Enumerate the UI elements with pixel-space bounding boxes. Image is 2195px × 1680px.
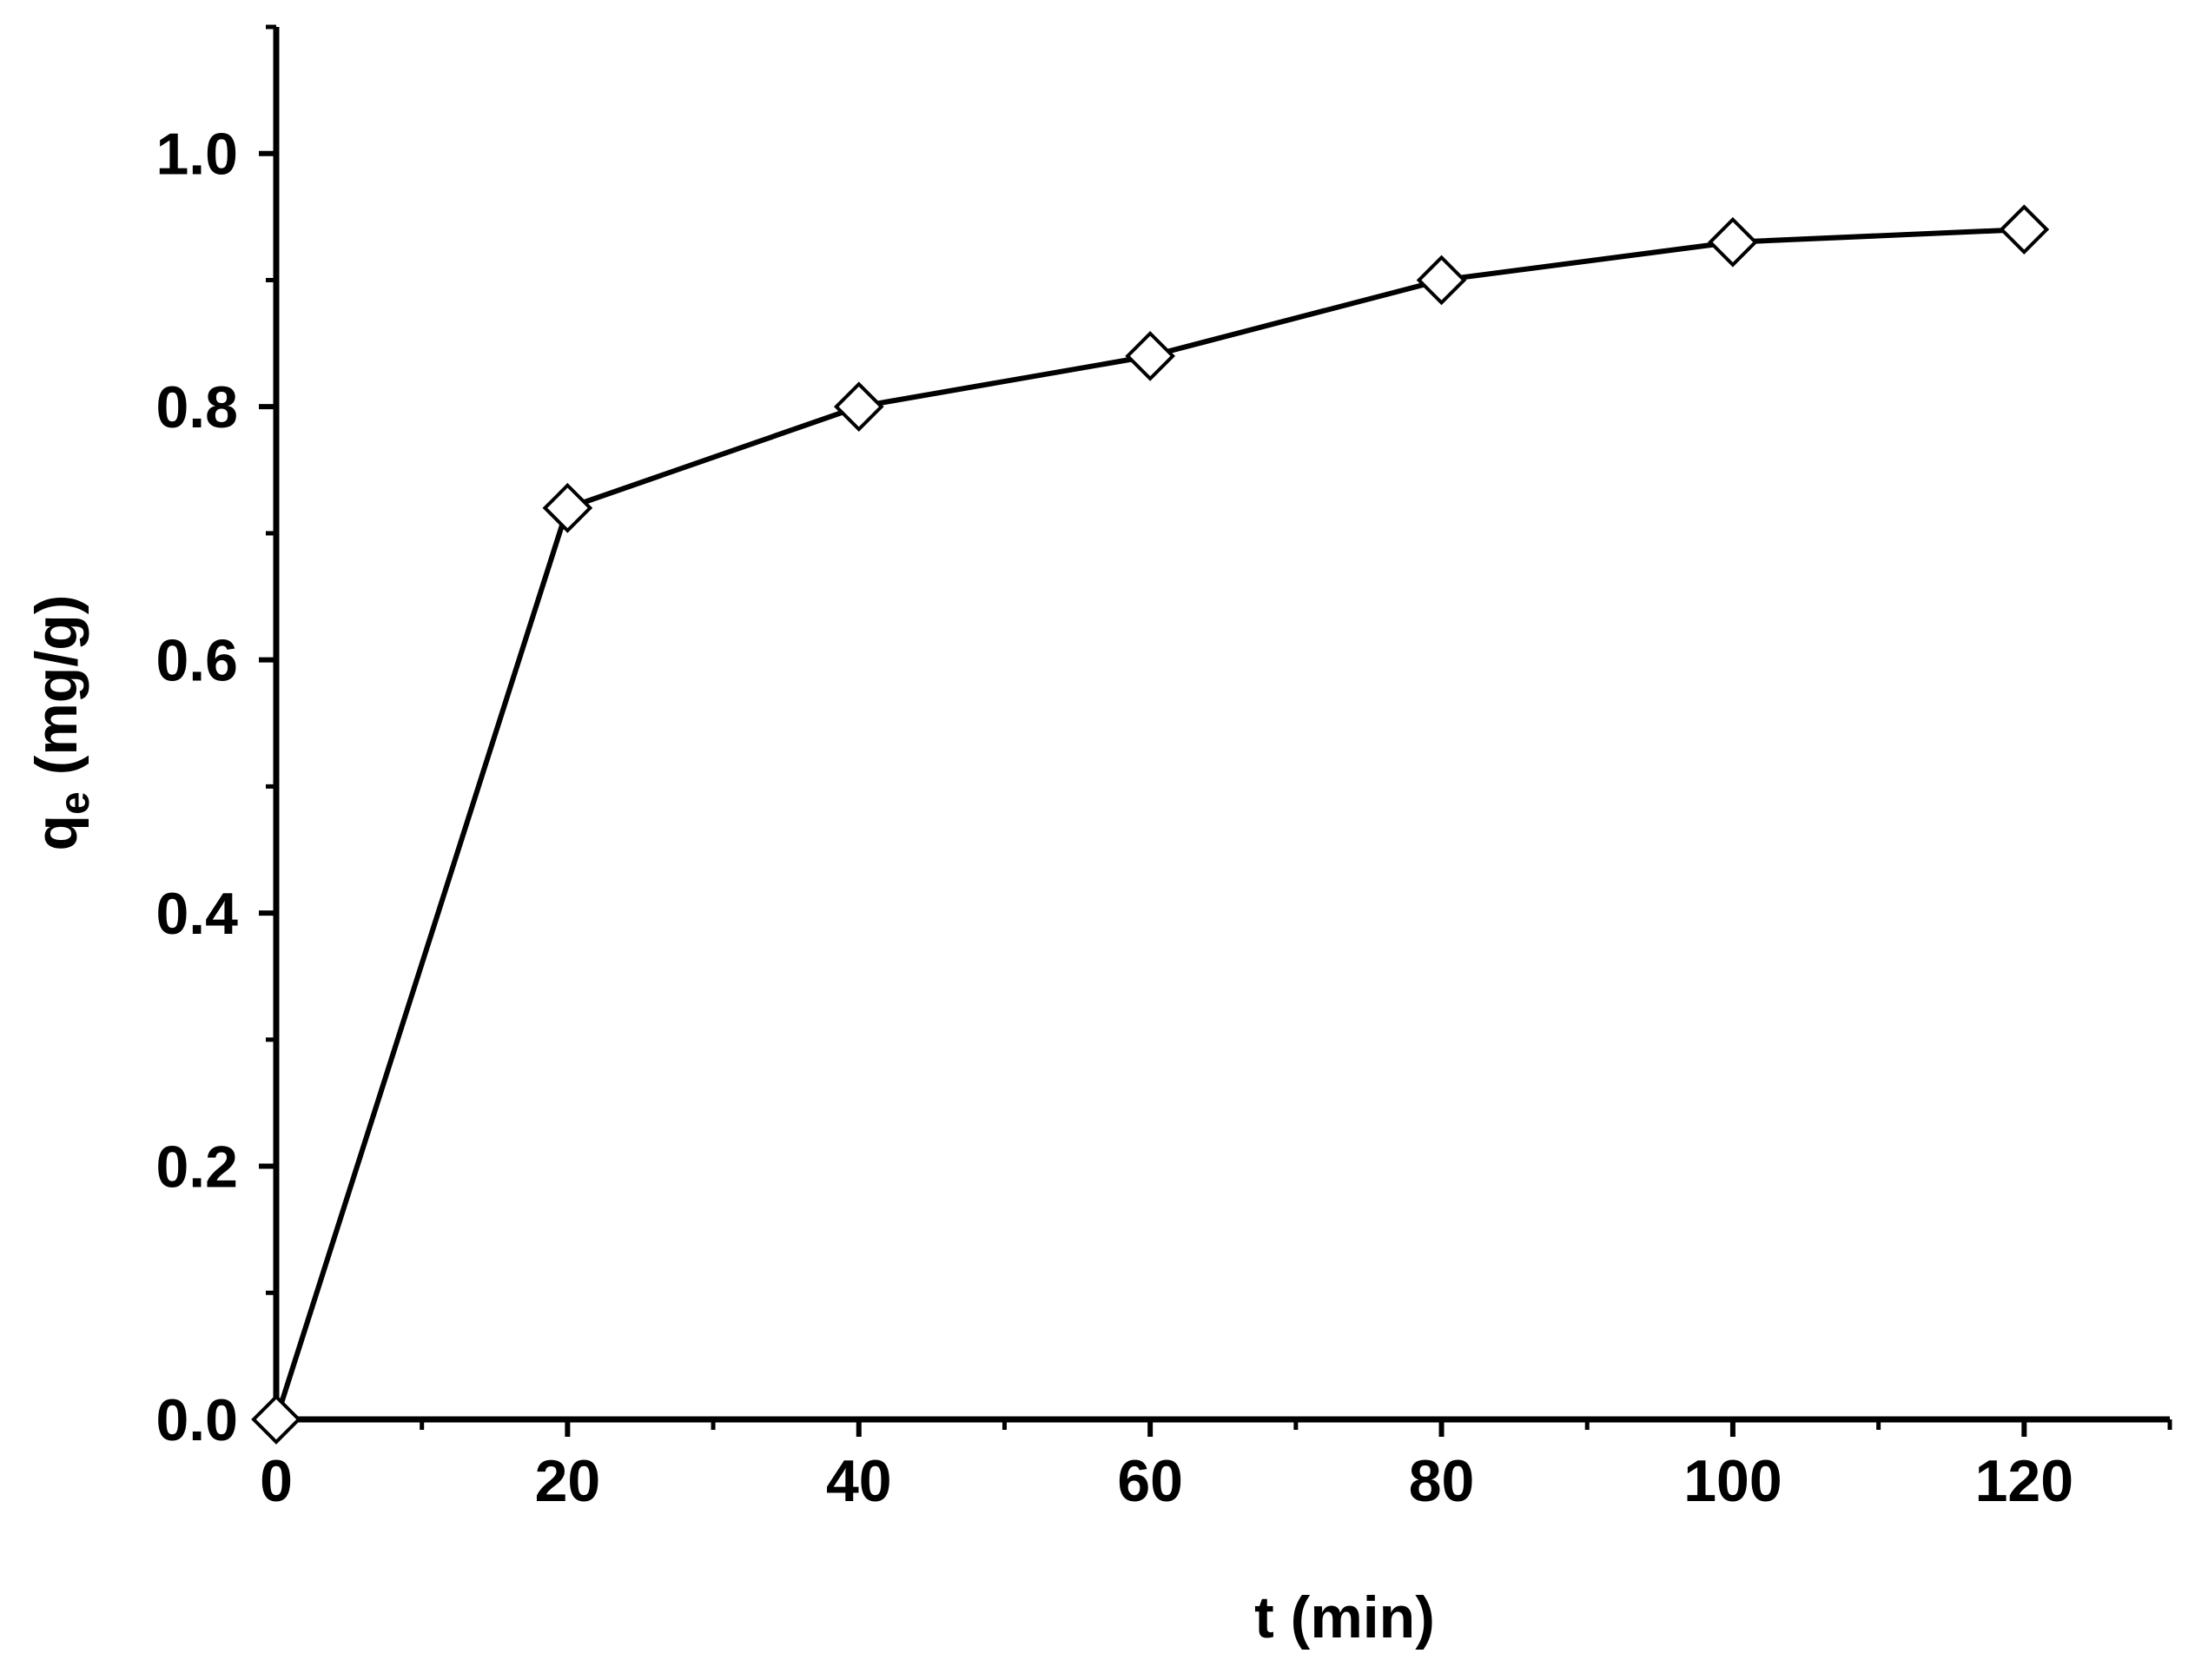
y-tick-label: 0.0 [155, 1387, 238, 1453]
tick-labels: 0 20 40 60 80 100 120 0.0 0.2 0.4 0.6 0.8 1.0 [155, 122, 2073, 1514]
x-tick-label: 80 [1409, 1448, 1475, 1514]
y-axis-title-subscript: e [52, 791, 98, 815]
y-axis-title-unit: (mg/g) [23, 595, 89, 792]
data-point-diamond [1416, 255, 1467, 306]
data-point-diamond [542, 482, 593, 533]
axes [273, 27, 2170, 1423]
data-point-diamond [251, 1394, 301, 1445]
data-point-diamond [1708, 216, 1758, 268]
series-group [251, 204, 2050, 1445]
x-tick-label: 40 [826, 1448, 892, 1514]
y-tick-label: 0.8 [155, 374, 238, 440]
y-tick-label: 1.0 [155, 122, 238, 188]
x-tick-label: 0 [260, 1448, 293, 1514]
data-point-diamond [1999, 204, 2050, 255]
x-tick-label: 120 [1975, 1448, 2073, 1514]
x-tick-label: 100 [1683, 1448, 1782, 1514]
y-tick-label: 0.4 [155, 881, 238, 947]
ticks [259, 24, 2172, 1437]
y-axis-title: qe (mg/g) [23, 595, 98, 851]
data-point-diamond [1125, 331, 1175, 381]
y-tick-label: 0.2 [155, 1134, 238, 1200]
x-tick-label: 20 [535, 1448, 601, 1514]
y-axis-title-main: q [23, 815, 89, 851]
y-tick-label: 0.6 [155, 628, 238, 694]
x-axis-title: t (min) [1254, 1584, 1435, 1650]
data-point-diamond [833, 381, 884, 433]
x-tick-label: 60 [1117, 1448, 1183, 1514]
